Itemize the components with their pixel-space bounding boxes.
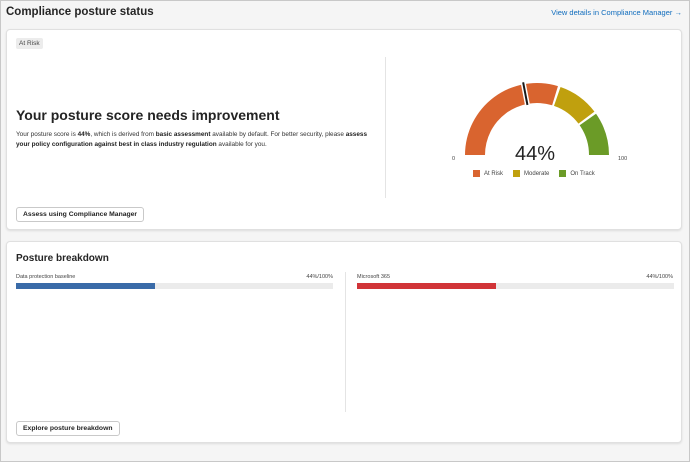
legend-swatch xyxy=(513,170,521,177)
legend-label: On Track xyxy=(570,170,595,177)
legend-item: On Track xyxy=(559,170,595,177)
gauge-needle xyxy=(522,82,529,106)
legend-item: Moderate xyxy=(513,170,549,177)
bar-label-microsoft-365: Microsoft 365 xyxy=(357,274,391,280)
desc-text-2: , which is derived from xyxy=(90,131,156,138)
legend-item: At Risk xyxy=(473,170,503,177)
gauge-segment-on-track xyxy=(579,113,609,155)
page-title: Compliance posture status xyxy=(6,6,154,18)
view-details-link[interactable]: View details in Compliance Manager → xyxy=(551,8,682,17)
desc-text-4: available for you. xyxy=(216,141,267,148)
posture-breakdown-card: Posture breakdown Data protection baseli… xyxy=(6,241,682,443)
assess-compliance-manager-button[interactable]: Assess using Compliance Manager xyxy=(16,207,145,222)
progress-track-microsoft-365 xyxy=(357,283,674,289)
progress-fill-microsoft-365 xyxy=(357,283,497,289)
posture-status-card: At Risk Your posture score needs improve… xyxy=(6,29,682,230)
gauge-legend: At Risk Moderate On Track xyxy=(473,170,605,177)
breakdown-divider xyxy=(345,272,346,412)
desc-text-3: available by default. For better securit… xyxy=(210,131,346,138)
progress-track-data-protection xyxy=(16,283,333,289)
posture-headline: Your posture score needs improvement xyxy=(16,107,280,123)
explore-posture-breakdown-button[interactable]: Explore posture breakdown xyxy=(16,421,120,436)
vertical-divider xyxy=(385,57,386,198)
legend-label: At Risk xyxy=(484,170,504,177)
gauge-max-label: 100 xyxy=(618,156,628,162)
bar-value-microsoft-365: 44%/100% xyxy=(646,274,673,280)
desc-basic-assessment: basic assessment xyxy=(155,131,211,138)
legend-swatch xyxy=(559,170,567,177)
progress-fill-data-protection xyxy=(16,283,156,289)
arrow-right-icon: → xyxy=(674,8,683,17)
posture-gauge xyxy=(465,81,609,155)
bar-label-data-protection: Data protection baseline xyxy=(16,274,76,280)
desc-score: 44% xyxy=(77,131,91,138)
legend-swatch xyxy=(473,170,480,177)
status-badge: At Risk xyxy=(16,38,43,49)
posture-score-value: 44% xyxy=(514,143,556,165)
desc-assess-config: assess your policy configuration against… xyxy=(16,131,368,148)
view-details-link-label: View details in Compliance Manager xyxy=(551,8,673,17)
gauge-segment-at-risk xyxy=(465,82,558,155)
desc-text-1: Your posture score is xyxy=(16,131,78,138)
legend-label: Moderate xyxy=(524,170,550,177)
posture-description: Your posture score is 44%, which is deri… xyxy=(16,130,378,150)
breakdown-title: Posture breakdown xyxy=(16,253,109,264)
gauge-segment-moderate xyxy=(553,86,595,124)
gauge-min-label: 0 xyxy=(452,156,456,162)
bar-value-data-protection: 44%/100% xyxy=(306,274,333,280)
